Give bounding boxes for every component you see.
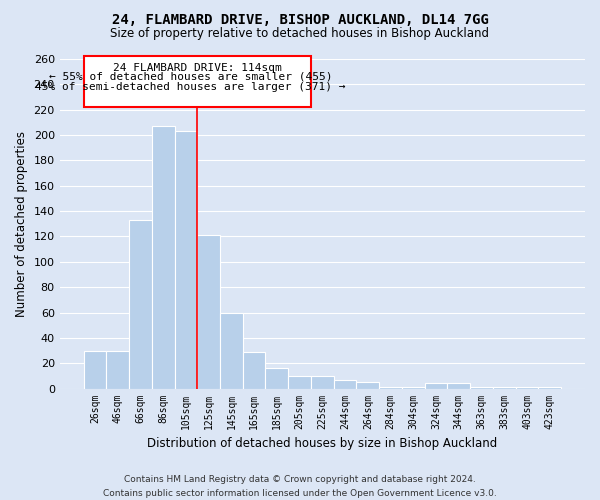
Text: 24 FLAMBARD DRIVE: 114sqm: 24 FLAMBARD DRIVE: 114sqm <box>113 63 281 73</box>
Bar <box>334 380 356 388</box>
FancyBboxPatch shape <box>83 56 311 107</box>
Bar <box>129 220 152 388</box>
Bar <box>311 376 334 388</box>
Bar <box>356 382 379 388</box>
Bar <box>152 126 175 388</box>
X-axis label: Distribution of detached houses by size in Bishop Auckland: Distribution of detached houses by size … <box>147 437 497 450</box>
Text: Size of property relative to detached houses in Bishop Auckland: Size of property relative to detached ho… <box>110 28 490 40</box>
Bar <box>220 312 243 388</box>
Text: ← 55% of detached houses are smaller (455): ← 55% of detached houses are smaller (45… <box>49 72 332 82</box>
Bar <box>197 235 220 388</box>
Bar <box>106 350 129 389</box>
Bar <box>425 384 448 388</box>
Bar <box>243 352 265 389</box>
Text: Contains HM Land Registry data © Crown copyright and database right 2024.
Contai: Contains HM Land Registry data © Crown c… <box>103 476 497 498</box>
Bar <box>175 131 197 388</box>
Bar <box>448 384 470 388</box>
Bar <box>288 376 311 388</box>
Y-axis label: Number of detached properties: Number of detached properties <box>15 131 28 317</box>
Text: 24, FLAMBARD DRIVE, BISHOP AUCKLAND, DL14 7GG: 24, FLAMBARD DRIVE, BISHOP AUCKLAND, DL1… <box>112 12 488 26</box>
Text: 45% of semi-detached houses are larger (371) →: 45% of semi-detached houses are larger (… <box>35 82 346 92</box>
Bar <box>83 350 106 389</box>
Bar <box>265 368 288 388</box>
